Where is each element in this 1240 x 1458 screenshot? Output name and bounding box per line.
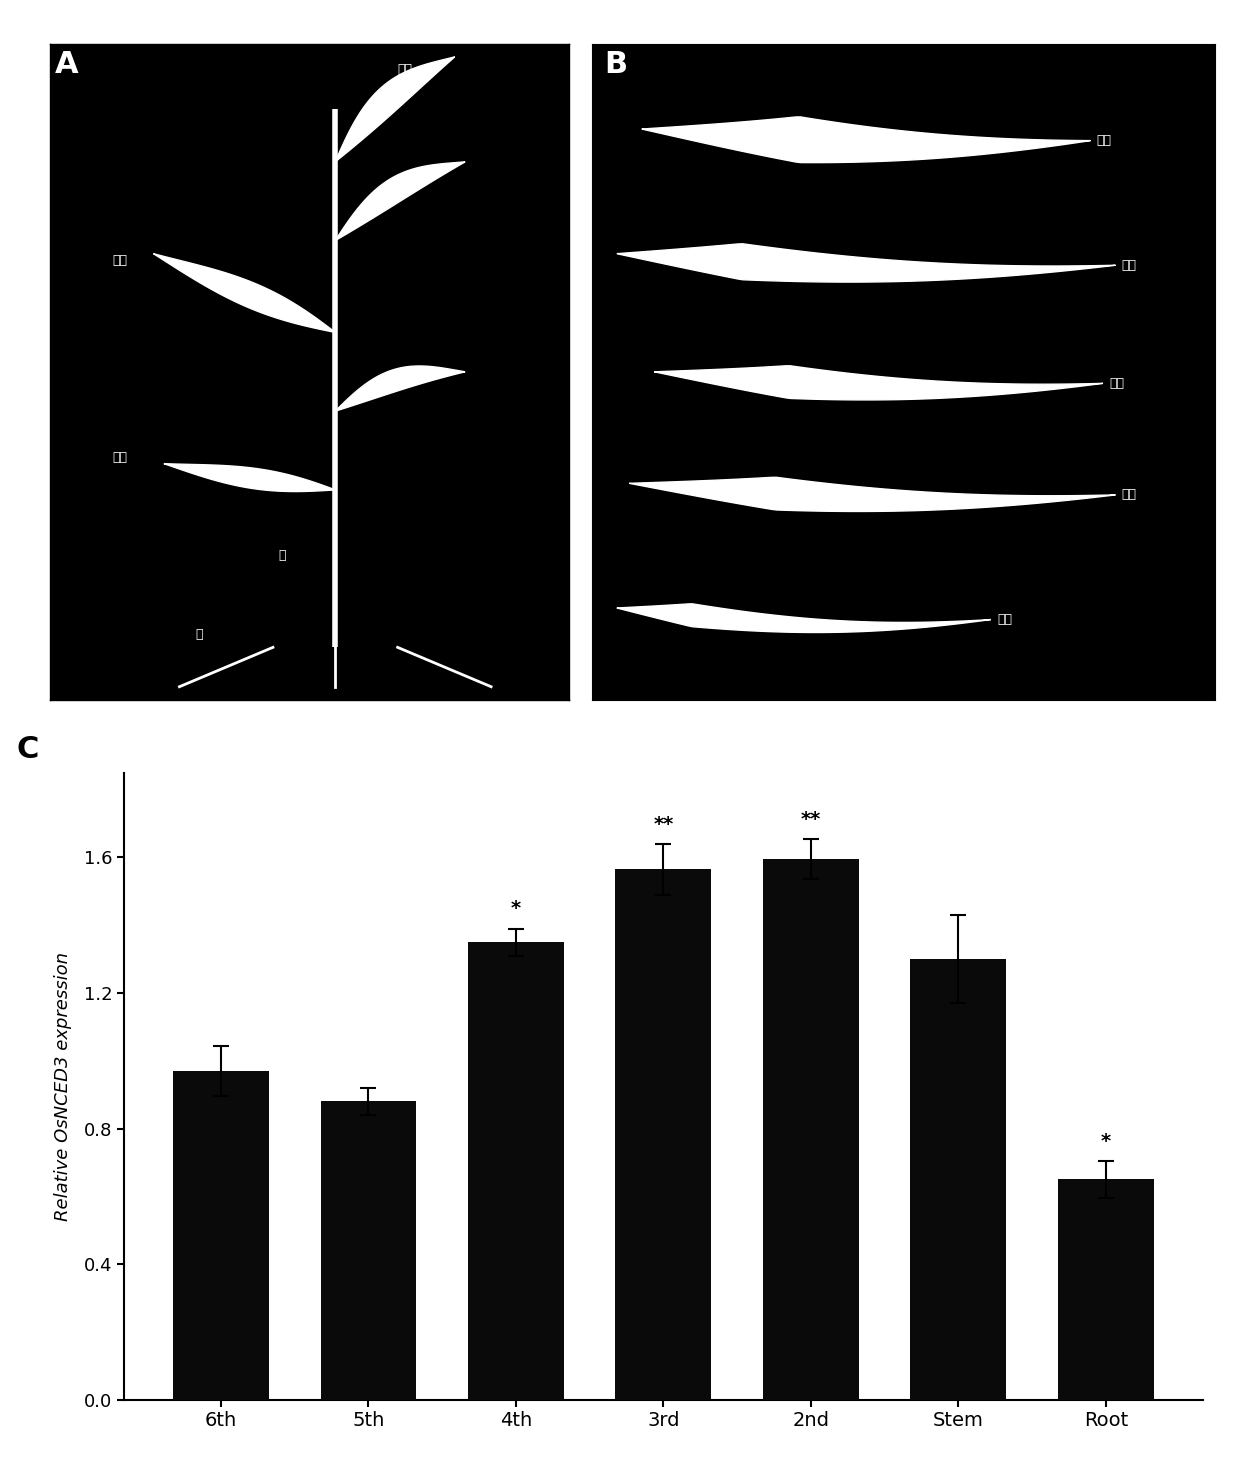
Polygon shape [154,254,335,332]
Text: A: A [55,50,78,79]
Text: 五叶: 五叶 [413,169,428,181]
Text: 二叶: 二叶 [997,612,1012,625]
Text: 根: 根 [195,628,202,640]
Polygon shape [616,243,1116,281]
Bar [910,959,1007,1400]
Text: 四叶: 四叶 [1110,376,1125,389]
Text: 三叶: 三叶 [1122,488,1137,502]
Text: C: C [16,735,38,764]
Polygon shape [335,366,465,411]
Text: 三叶: 三叶 [413,366,428,378]
Polygon shape [642,117,1090,163]
Polygon shape [629,477,1116,512]
Text: 大叶: 大叶 [398,64,413,76]
Polygon shape [335,57,455,162]
Bar [763,859,859,1400]
Text: **: ** [653,815,673,834]
Polygon shape [655,366,1104,399]
Text: B: B [604,50,627,79]
Text: *: * [1101,1131,1111,1150]
Polygon shape [335,162,465,241]
Bar [174,1072,269,1400]
Text: 五叶: 五叶 [1122,258,1137,271]
Bar [1058,1180,1153,1400]
Polygon shape [164,464,335,491]
Text: **: ** [801,809,821,828]
Text: 茎: 茎 [278,550,285,561]
Y-axis label: Relative OsNCED3 expression: Relative OsNCED3 expression [55,952,72,1220]
Text: 六叶: 六叶 [1096,134,1112,147]
Bar [320,1101,417,1400]
Bar [615,869,712,1400]
Text: *: * [511,900,521,919]
Text: 二叶: 二叶 [112,451,126,464]
Text: 四叶: 四叶 [112,254,126,267]
Polygon shape [616,604,991,633]
Bar [467,942,564,1400]
